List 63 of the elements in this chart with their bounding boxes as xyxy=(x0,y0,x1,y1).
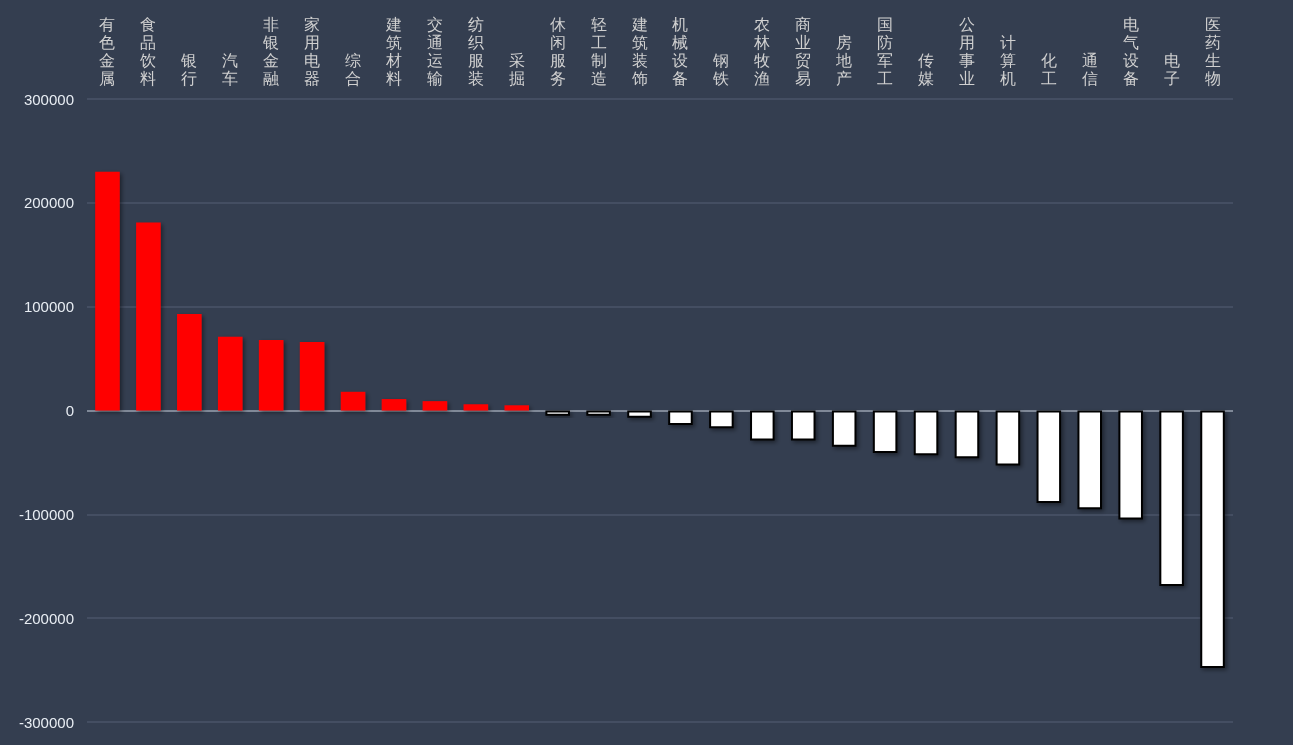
x-tick-label: 轻工制造 xyxy=(590,15,607,87)
bar xyxy=(1159,410,1184,586)
bar xyxy=(1077,410,1103,510)
x-tick-label: 食品饮料 xyxy=(139,15,157,87)
x-tick-label: 有色金属 xyxy=(99,15,116,87)
bar xyxy=(790,410,816,441)
y-tick-label: 100000 xyxy=(23,298,74,316)
bar xyxy=(177,313,202,411)
x-tick-label: 医药生物 xyxy=(1204,15,1221,87)
bar xyxy=(1118,410,1143,520)
x-tick-label: 交通运输 xyxy=(426,15,443,87)
bar xyxy=(136,222,161,411)
bar xyxy=(586,410,611,416)
bar xyxy=(1200,410,1225,669)
bar xyxy=(1036,410,1062,503)
y-tick-label: -200000 xyxy=(18,609,74,627)
y-tick-label: 200000 xyxy=(23,194,74,212)
x-tick-label: 银行 xyxy=(180,51,198,87)
bar xyxy=(954,410,980,459)
bar xyxy=(872,410,898,454)
x-tick-label: 钢铁 xyxy=(712,51,730,87)
x-tick-label: 公用事业 xyxy=(958,15,975,87)
x-tick-label: 非银金融 xyxy=(262,15,280,87)
bar xyxy=(299,341,325,411)
x-tick-label: 商业贸易 xyxy=(795,15,812,87)
y-tick-label: 300000 xyxy=(23,90,74,108)
y-tick-label: -300000 xyxy=(18,713,74,731)
bar xyxy=(95,171,120,411)
x-tick-label: 建筑材料 xyxy=(384,15,402,87)
x-tick-label: 化工 xyxy=(1040,51,1057,87)
x-tick-label: 国防军工 xyxy=(877,15,894,87)
bar xyxy=(709,410,734,429)
bar xyxy=(627,410,652,418)
bar xyxy=(995,410,1021,466)
bar xyxy=(463,404,489,411)
bar xyxy=(668,410,693,426)
x-tick-label: 纺织服装 xyxy=(467,15,484,87)
x-tick-label: 机械设备 xyxy=(672,15,689,87)
x-tick-label: 家用电器 xyxy=(304,15,321,87)
x-tick-label: 传媒 xyxy=(918,51,935,87)
x-tick-label: 房地产 xyxy=(835,33,853,87)
bar xyxy=(258,339,284,411)
bar xyxy=(545,410,570,416)
y-tick-label: -100000 xyxy=(18,505,74,523)
x-tick-label: 休闲服务 xyxy=(549,15,566,87)
x-tick-label: 综合 xyxy=(345,51,362,87)
bar xyxy=(422,401,448,411)
x-tick-label: 电子 xyxy=(1163,51,1180,87)
x-tick-label: 计算机 xyxy=(999,33,1016,87)
bar xyxy=(217,336,243,411)
bar xyxy=(504,405,530,411)
bar xyxy=(381,399,407,411)
bar xyxy=(913,410,939,456)
bar xyxy=(831,410,857,447)
bar xyxy=(750,410,775,441)
x-tick-label: 汽车 xyxy=(222,51,239,87)
x-tick-label: 通信 xyxy=(1081,51,1098,87)
x-tick-label: 建筑装饰 xyxy=(630,15,648,87)
y-tick-label: 0 xyxy=(65,402,74,419)
x-tick-label: 电气设备 xyxy=(1122,15,1139,87)
bar xyxy=(340,391,366,411)
x-tick-label: 农林牧渔 xyxy=(753,15,771,87)
x-tick-label: 采掘 xyxy=(508,51,525,87)
